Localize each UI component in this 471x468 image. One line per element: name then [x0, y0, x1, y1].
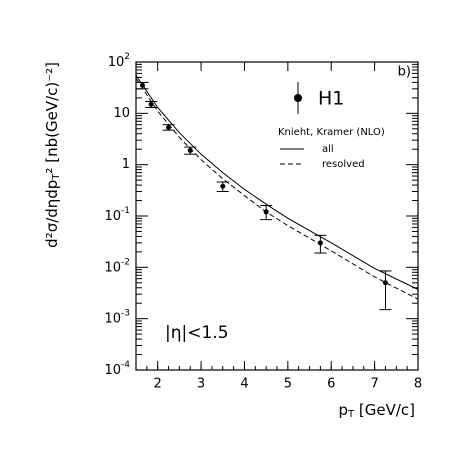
y-title-sub: T: [51, 173, 62, 181]
y-tick-label: 10-1: [104, 206, 130, 224]
y-tick-label: 1: [122, 157, 130, 172]
panel-label: b): [398, 65, 411, 80]
data-point: [140, 82, 146, 88]
x-tick-label: 7: [370, 377, 378, 392]
x-tick-label: 4: [240, 377, 248, 392]
y-tick-label: 10-2: [104, 257, 130, 275]
annotation: |η|<1.5: [165, 323, 229, 343]
y-tick-base: 10: [104, 311, 121, 326]
data-point: [263, 209, 269, 215]
data-point: [148, 101, 154, 107]
y-tick-base: 10: [108, 55, 125, 70]
y-tick-exp: 2: [124, 52, 130, 62]
y-tick-base: 10: [104, 260, 121, 275]
y-tick-base: 10: [104, 363, 121, 378]
data-point: [220, 183, 226, 189]
x-title-sub: T: [347, 409, 355, 420]
legend-label: H1: [318, 88, 344, 110]
x-tick-label: 8: [414, 377, 422, 392]
x-tick-label: 6: [327, 377, 335, 392]
x-title-main: p: [338, 401, 348, 419]
x-tick-label: 2: [154, 377, 162, 392]
theory-title: Knieht, Kramer (NLO): [278, 127, 385, 138]
data-point: [317, 240, 323, 246]
y-tick-exp: -2: [121, 257, 130, 267]
legend-label: all: [322, 144, 334, 155]
y-tick-label: 102: [108, 52, 130, 70]
y-tick-label: 10-4: [104, 360, 130, 378]
y-tick-label: 10: [113, 106, 130, 121]
legend-label: resolved: [322, 159, 365, 170]
y-tick-label: 10-3: [104, 308, 130, 326]
x-axis-title: pT [GeV/c]: [338, 401, 415, 421]
data-point: [166, 124, 172, 130]
x-tick-label: 5: [284, 377, 292, 392]
y-axis-title: d²σ/dηdpT² [nb(GeV/c)⁻²]: [43, 62, 63, 248]
y-tick-base: 10: [104, 209, 121, 224]
x-tick-label: 3: [197, 377, 205, 392]
y-tick-exp: -1: [121, 206, 130, 216]
theory-curve: [135, 75, 419, 290]
y-tick-exp: -3: [121, 308, 130, 318]
y-tick-exp: -4: [121, 360, 130, 370]
data-point: [382, 280, 388, 286]
y-title-rest: ² [nb(GeV/c)⁻²]: [43, 62, 61, 174]
theory-curve: [135, 78, 419, 300]
x-title-rest: [GeV/c]: [354, 401, 415, 419]
y-title-main: d²σ/dηdp: [43, 180, 61, 248]
data-point: [187, 147, 193, 153]
